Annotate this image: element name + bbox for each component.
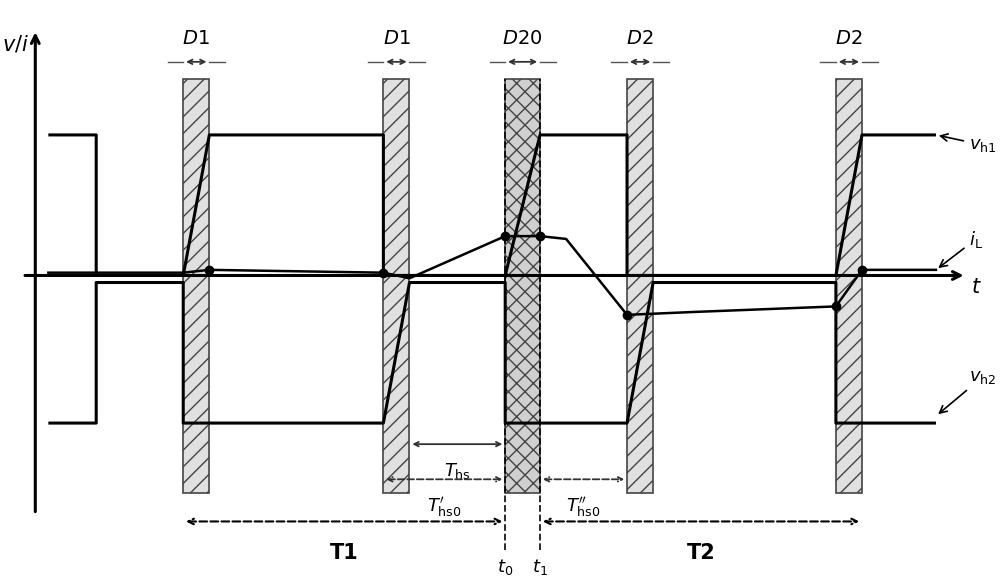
Text: $D2$: $D2$ [835,29,863,48]
Bar [183,78,209,493]
Text: $D2$: $D2$ [626,29,654,48]
Text: $T_{\rm hs}$: $T_{\rm hs}$ [444,461,471,481]
Bar [836,78,862,493]
Text: $T_{{\rm hs0}}^{\prime\prime}$: $T_{{\rm hs0}}^{\prime\prime}$ [566,496,601,520]
Text: $D1$: $D1$ [383,29,410,48]
Bar [383,78,409,493]
Text: $v_{\rm h2}$: $v_{\rm h2}$ [940,368,996,413]
Text: $i_{\rm L}$: $i_{\rm L}$ [940,228,983,267]
Text: T1: T1 [330,543,359,562]
Text: $v/i$: $v/i$ [2,34,29,55]
Bar [627,78,653,493]
Text: $t$: $t$ [971,277,982,297]
Text: $D20$: $D20$ [502,29,543,48]
Text: $t_1$: $t_1$ [532,557,548,576]
Text: $v_{\rm h1}$: $v_{\rm h1}$ [941,134,997,154]
Text: $T_{{\rm hs0}}'$: $T_{{\rm hs0}}'$ [427,496,462,520]
Bar [505,78,540,493]
Text: $D1$: $D1$ [182,29,210,48]
Text: $t_0$: $t_0$ [497,557,513,576]
Text: T2: T2 [687,543,715,562]
